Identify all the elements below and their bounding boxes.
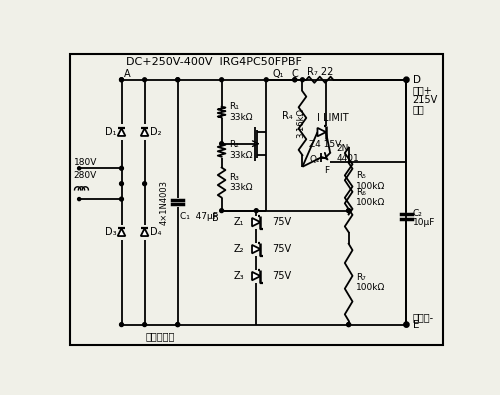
Circle shape: [142, 182, 146, 186]
Polygon shape: [252, 245, 260, 253]
Text: Q₁: Q₁: [272, 69, 283, 79]
Text: 2N
4401: 2N 4401: [336, 144, 359, 164]
Circle shape: [176, 78, 180, 82]
Circle shape: [176, 323, 180, 327]
Text: 公共端-: 公共端-: [412, 312, 434, 322]
Circle shape: [176, 78, 180, 82]
Text: DC+250V-400V  IRG4PC50FPBF: DC+250V-400V IRG4PC50FPBF: [126, 57, 302, 67]
Text: 直流: 直流: [412, 104, 424, 114]
Text: A: A: [124, 69, 131, 79]
Circle shape: [405, 79, 407, 81]
Circle shape: [220, 142, 224, 146]
Circle shape: [293, 78, 296, 82]
Text: 75V: 75V: [272, 244, 291, 254]
Text: R₂
33kΩ: R₂ 33kΩ: [230, 141, 253, 160]
Circle shape: [120, 197, 124, 201]
Text: R₃
33kΩ: R₃ 33kΩ: [230, 173, 253, 192]
Text: 215V: 215V: [412, 95, 438, 105]
Circle shape: [78, 198, 80, 201]
Circle shape: [120, 182, 124, 186]
Text: R₁
33kΩ: R₁ 33kΩ: [230, 102, 253, 122]
Text: R₄: R₄: [282, 111, 293, 120]
Circle shape: [120, 166, 124, 170]
Text: 180V: 180V: [74, 158, 97, 167]
Text: 3.16kΩ: 3.16kΩ: [296, 108, 306, 138]
Text: 输出+: 输出+: [412, 86, 432, 96]
Text: C: C: [292, 69, 298, 79]
Text: 4×1N4003: 4×1N4003: [160, 180, 168, 225]
Circle shape: [142, 323, 146, 327]
Circle shape: [220, 78, 224, 82]
Circle shape: [78, 167, 80, 170]
Polygon shape: [118, 228, 126, 236]
Text: Z4 15V: Z4 15V: [310, 140, 342, 149]
Text: C₁  47μF: C₁ 47μF: [180, 212, 218, 220]
Circle shape: [293, 78, 296, 82]
Text: Z₂: Z₂: [234, 244, 244, 254]
Circle shape: [120, 78, 124, 82]
Text: 10μF: 10μF: [412, 218, 435, 228]
Text: Z₃: Z₃: [234, 271, 244, 281]
Text: E: E: [412, 320, 419, 329]
Polygon shape: [252, 218, 260, 226]
Circle shape: [220, 209, 224, 213]
Polygon shape: [318, 128, 326, 136]
Text: D₄: D₄: [150, 227, 161, 237]
Circle shape: [120, 78, 124, 82]
Circle shape: [346, 209, 350, 213]
Circle shape: [142, 78, 146, 82]
Polygon shape: [252, 272, 260, 280]
Polygon shape: [118, 128, 126, 136]
Text: 75V: 75V: [272, 271, 291, 281]
Text: D: D: [412, 75, 420, 85]
Text: 280V: 280V: [74, 171, 97, 181]
Text: R₆
100kΩ: R₆ 100kΩ: [356, 188, 386, 207]
Text: R₇ 22: R₇ 22: [306, 67, 333, 77]
Circle shape: [176, 323, 180, 327]
Circle shape: [404, 78, 408, 82]
Text: Q₂: Q₂: [310, 155, 320, 164]
Text: D₃: D₃: [105, 227, 117, 237]
Text: C₂: C₂: [412, 209, 422, 218]
Text: R₇
100kΩ: R₇ 100kΩ: [356, 273, 386, 292]
Circle shape: [346, 323, 350, 327]
Circle shape: [346, 209, 350, 213]
Circle shape: [254, 209, 258, 213]
Circle shape: [405, 324, 407, 326]
Polygon shape: [141, 228, 148, 236]
Text: R₅
100kΩ: R₅ 100kΩ: [356, 171, 386, 191]
Text: D₁: D₁: [105, 127, 117, 137]
Text: I LIMIT: I LIMIT: [318, 113, 349, 123]
Text: B: B: [212, 213, 219, 223]
Polygon shape: [141, 128, 148, 136]
Circle shape: [346, 323, 350, 327]
Text: F: F: [324, 166, 330, 175]
Text: 75V: 75V: [272, 217, 291, 227]
Text: 直流返回端: 直流返回端: [146, 331, 174, 341]
Circle shape: [300, 78, 304, 82]
Circle shape: [120, 323, 124, 327]
Text: Z₁: Z₁: [234, 217, 244, 227]
Text: D₂: D₂: [150, 127, 161, 137]
Circle shape: [264, 78, 268, 82]
